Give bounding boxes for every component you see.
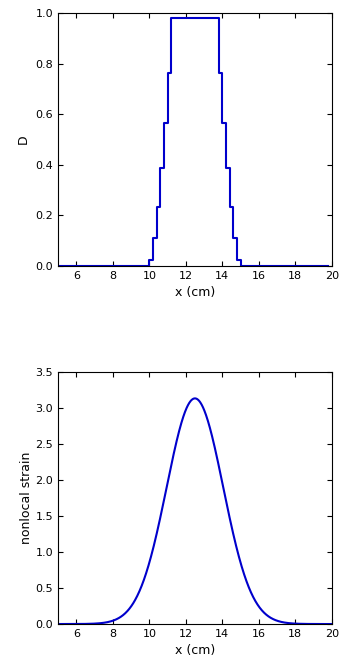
Y-axis label: nonlocal strain: nonlocal strain: [20, 452, 33, 544]
X-axis label: x (cm): x (cm): [175, 644, 215, 658]
X-axis label: x (cm): x (cm): [175, 286, 215, 299]
Y-axis label: D: D: [17, 135, 30, 144]
